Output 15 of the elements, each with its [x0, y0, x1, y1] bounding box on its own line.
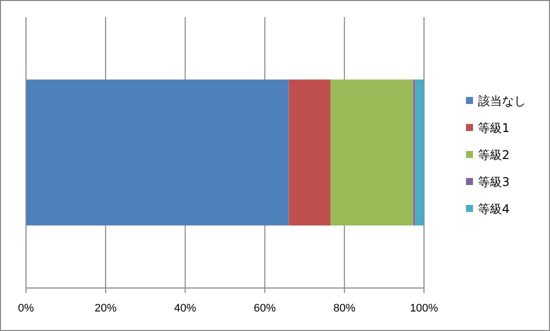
x-tick-label: 100% [410, 302, 438, 314]
x-tick-label: 60% [254, 302, 276, 314]
legend-label: 該当なし [478, 94, 526, 108]
x-tick-label: 40% [174, 302, 196, 314]
legend-label: 等級2 [478, 148, 510, 162]
legend-label: 等級3 [478, 175, 510, 190]
bar [288, 80, 330, 226]
x-tick-label: 20% [94, 302, 117, 314]
x-tick-label: 0% [18, 302, 34, 314]
bar [330, 80, 414, 226]
legend-label: 等級4 [478, 202, 510, 216]
x-tick-label: 80% [333, 302, 356, 314]
bar [415, 80, 424, 226]
bar [26, 80, 289, 226]
legend-label: 等級1 [478, 121, 510, 136]
